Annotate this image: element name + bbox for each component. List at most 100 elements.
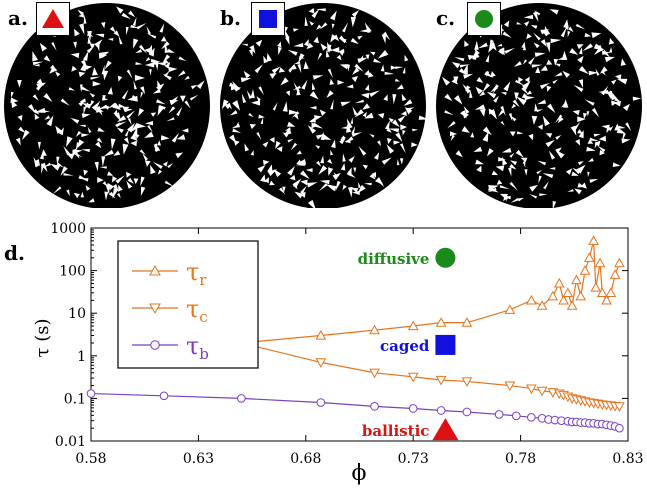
particle-sliver xyxy=(384,120,390,130)
particle-sliver xyxy=(269,72,277,79)
particle-sliver xyxy=(540,65,548,71)
particle-sliver xyxy=(123,137,130,145)
particle-sliver xyxy=(545,133,553,138)
particle-sliver xyxy=(336,54,342,61)
particle-sliver xyxy=(534,103,538,112)
data-point xyxy=(525,294,537,305)
particle-sliver xyxy=(116,127,124,134)
particle-sliver xyxy=(376,140,381,147)
particle-sliver xyxy=(18,126,26,134)
particle-sliver xyxy=(364,69,370,77)
particle-sliver xyxy=(498,47,505,56)
particle-sliver xyxy=(555,135,562,140)
particle-sliver xyxy=(95,33,105,38)
data-point xyxy=(86,389,96,398)
data-point xyxy=(461,377,473,387)
particle-sliver xyxy=(402,66,406,74)
particle-sliver xyxy=(589,137,600,142)
particle-sliver xyxy=(130,24,140,29)
particle-sliver xyxy=(386,144,395,154)
particle-sliver xyxy=(470,132,475,138)
particle-sliver xyxy=(454,95,463,105)
particle-sliver xyxy=(473,146,483,152)
particle-sliver xyxy=(81,102,92,109)
particle-sliver xyxy=(250,89,255,99)
particle-sliver xyxy=(533,11,539,23)
particle-sliver xyxy=(92,67,98,76)
particle-sliver xyxy=(127,177,134,184)
particle-sliver xyxy=(521,86,530,96)
particle-sliver xyxy=(539,83,550,90)
particle-sliver xyxy=(298,56,305,59)
particle-sliver xyxy=(108,191,116,199)
disk-image-a xyxy=(4,3,210,208)
particle-sliver xyxy=(534,52,546,57)
particle-sliver xyxy=(114,112,122,122)
particle-sliver xyxy=(487,186,499,193)
particle-sliver xyxy=(450,134,455,142)
particle-sliver xyxy=(347,64,351,72)
particle-sliver xyxy=(365,54,370,60)
particle-sliver xyxy=(503,20,510,28)
particle-sliver xyxy=(544,25,551,36)
disk-image-b xyxy=(220,3,429,208)
particle-sliver xyxy=(632,96,642,101)
particle-sliver xyxy=(327,68,333,79)
particle-sliver xyxy=(111,176,118,183)
data-point xyxy=(408,404,418,413)
particle-sliver xyxy=(520,157,528,163)
particle-sliver xyxy=(156,99,166,105)
particle-sliver xyxy=(591,107,600,118)
particle-sliver xyxy=(167,48,175,53)
particle-sliver xyxy=(316,8,326,12)
particle-sliver xyxy=(469,89,473,99)
particle-sliver xyxy=(118,34,123,45)
data-point xyxy=(435,375,447,386)
particle-sliver xyxy=(152,161,163,170)
particle-sliver xyxy=(373,152,380,160)
particle-sliver xyxy=(614,123,620,131)
particle-sliver xyxy=(451,62,461,69)
data-point xyxy=(609,269,621,279)
particle-sliver xyxy=(150,58,161,63)
particle-sliver xyxy=(146,25,151,35)
particle-sliver xyxy=(319,180,330,185)
particle-sliver xyxy=(326,49,330,58)
data-point xyxy=(575,290,587,301)
particle-sliver xyxy=(115,122,121,128)
particle-sliver xyxy=(547,103,556,114)
particle-sliver xyxy=(282,101,288,112)
particle-sliver xyxy=(338,37,347,44)
particle-sliver xyxy=(589,178,599,184)
particle-sliver xyxy=(60,98,70,106)
particle-sliver xyxy=(118,184,123,192)
particle-sliver xyxy=(77,139,85,148)
particle-sliver xyxy=(71,65,77,72)
particle-sliver xyxy=(352,190,360,195)
particle-sliver xyxy=(319,22,328,30)
particle-sliver xyxy=(509,181,518,191)
panel-label-c: c. xyxy=(436,6,456,30)
particle-sliver xyxy=(508,113,513,122)
data-point xyxy=(525,384,537,395)
data-point xyxy=(237,394,246,403)
x-tick-label: 0.58 xyxy=(75,451,106,467)
particle-sliver xyxy=(292,183,298,190)
particle-sliver xyxy=(400,110,407,116)
particle-sliver xyxy=(363,182,372,186)
particle-sliver xyxy=(327,158,333,165)
particle-sliver xyxy=(291,111,300,118)
data-point xyxy=(547,290,559,301)
particle-sliver xyxy=(55,125,63,134)
particle-sliver xyxy=(28,104,37,114)
particle-sliver xyxy=(396,84,404,90)
particle-sliver xyxy=(10,97,19,104)
particle-sliver xyxy=(521,41,526,49)
particle-sliver xyxy=(60,166,68,176)
particle-sliver xyxy=(132,126,138,138)
particle-sliver xyxy=(601,85,609,96)
particle-sliver xyxy=(258,114,265,119)
particle-sliver xyxy=(157,140,161,146)
y-axis-label: τ (s) xyxy=(32,319,53,358)
particle-sliver xyxy=(246,90,253,99)
